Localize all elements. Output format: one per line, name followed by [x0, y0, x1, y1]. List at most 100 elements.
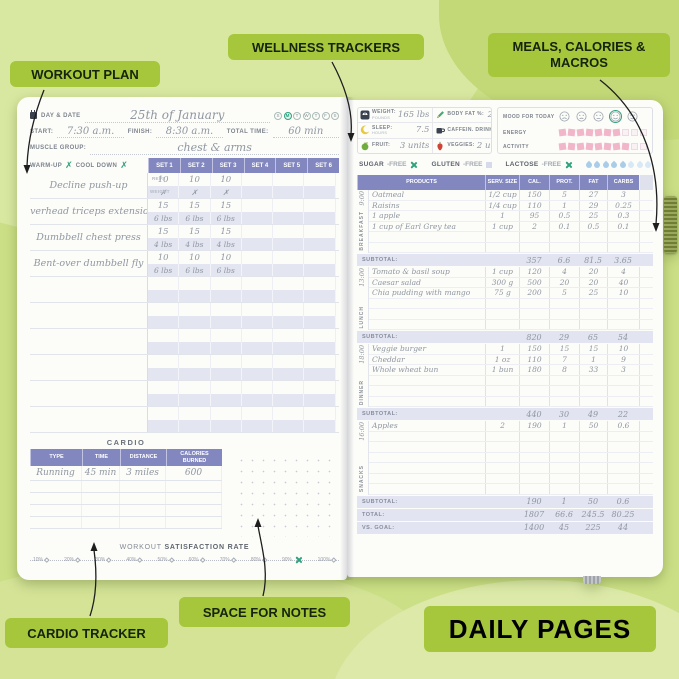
empty-row — [369, 232, 653, 243]
warmup-label: WARM-UP — [30, 162, 63, 169]
empty-row — [369, 298, 653, 309]
callout-cardio-tracker: CARDIO TRACKER — [5, 618, 168, 648]
energy-cell — [567, 128, 576, 137]
set-column-header: SET 4 — [243, 158, 276, 173]
water-drop-icon — [643, 160, 653, 169]
muscle-group-value: chest & arms — [90, 141, 339, 155]
badge-daily-pages: DAILY PAGES — [424, 606, 656, 652]
energy-cell — [576, 128, 585, 137]
wellness-box: MOOD FOR TODAY ENERGY — [497, 107, 653, 154]
activity-cell — [585, 142, 594, 151]
satisfaction-point: 100% — [318, 557, 337, 563]
diet-flags-row: SUGAR -FREE GLUTEN -FREE LACTOSE -FREE — [357, 158, 653, 171]
satisfaction-marker — [75, 557, 81, 563]
water-drop-icon — [635, 160, 644, 169]
day-circle: T — [312, 111, 320, 120]
food-row: Apples 2 190 1 50 0.6 — [369, 421, 653, 432]
diet-flag-mark — [409, 161, 417, 169]
wellness-trackers-row: WEIGHT:POUNDS 165 lbs BODY FAT %: 26% SL… — [357, 107, 653, 154]
moon-icon — [360, 126, 370, 135]
energy-cell — [612, 128, 621, 137]
water-drop-icon — [609, 160, 619, 169]
satisfaction-point: 60% — [189, 557, 205, 563]
empty-row — [369, 473, 653, 484]
empty-row — [30, 517, 222, 529]
diet-flag: SUGAR -FREE — [359, 161, 417, 169]
exercise-rows: REPS WEIGHT Decline push-up 10 10 10 ✗ ✗ ✗ — [30, 173, 339, 433]
weight-scale-icon — [360, 110, 370, 120]
total-time-value: 60 min — [272, 126, 339, 138]
stat-fruit: FRUIT: 3 units — [358, 138, 434, 153]
stat-sleep: SLEEP: HOURS 7.5 — [358, 123, 434, 139]
date-value: 25th of January — [84, 108, 270, 123]
empty-row — [30, 329, 339, 355]
col-products: PRODUCTS — [357, 175, 485, 190]
water-tracker — [584, 160, 653, 169]
stat-caffeine: CAFFEIN. DRINKS: 1 — [433, 123, 491, 139]
satisfaction-marker — [294, 556, 302, 564]
satisfaction-marker — [262, 557, 268, 563]
satisfaction-marker — [106, 557, 112, 563]
cardio-column-header: CALORIES BURNED — [166, 449, 222, 466]
diet-flag: LACTOSE -FREE — [506, 161, 573, 169]
empty-cardio-rows — [30, 481, 222, 529]
food-row: Raisins 1/4 cup 110 1 29 0.25 — [369, 200, 653, 211]
total-time-label: TOTAL TIME: — [226, 129, 269, 135]
empty-food-rows — [369, 232, 653, 253]
cooldown-check: ✗ — [120, 160, 128, 171]
meal-tab: 18:00 DINNER — [357, 344, 369, 407]
calendar-icon — [30, 110, 37, 119]
food-row: Oatmeal 1/2 cup 150 5 27 3 — [369, 190, 653, 201]
set-column-header: SET 2 — [179, 158, 212, 173]
veggies-value: 2 units — [476, 140, 491, 151]
meal-tab: 13:00 LUNCH — [357, 267, 369, 330]
start-value: 7:30 a.m. — [57, 126, 124, 138]
diet-flag-mark — [564, 161, 572, 169]
muscle-group-row: MUSCLE GROUP: chest & arms — [30, 140, 339, 156]
satisfaction-marker — [137, 557, 143, 563]
body-stats-box: WEIGHT:POUNDS 165 lbs BODY FAT %: 26% SL… — [357, 107, 492, 154]
satisfaction-point: 90% — [282, 556, 302, 564]
water-drop-icon — [601, 160, 610, 169]
pepper-icon — [437, 141, 443, 151]
energy-cell — [603, 128, 612, 137]
meal-tab: 9:00 BREAKFAST — [357, 190, 369, 253]
empty-row — [369, 452, 653, 463]
mood-row: MOOD FOR TODAY — [503, 111, 647, 122]
cardio-time: 45 min — [82, 466, 120, 480]
food-log-table: PRODUCTS SERV. SIZE CAL. PROT. FAT CARBS… — [357, 175, 653, 534]
empty-row — [369, 309, 653, 320]
callout-space-for-notes: SPACE FOR NOTES — [179, 597, 350, 627]
cardio-distance: 3 miles — [120, 466, 166, 480]
day-circle: F — [321, 111, 330, 120]
activity-cell — [612, 142, 621, 151]
pencil-icon — [437, 111, 445, 119]
reps-label: REPS — [152, 176, 166, 181]
right-page-nutrition: WEIGHT:POUNDS 165 lbs BODY FAT %: 26% SL… — [347, 100, 663, 577]
col-serv-size: SERV. SIZE — [485, 175, 519, 190]
exercise-row: Dumbbell chest press 15 15 15 4 lbs 4 lbs 4 … — [30, 225, 339, 251]
callout-workout-plan: WORKOUT PLAN — [10, 61, 160, 87]
energy-cell — [558, 128, 567, 137]
cardio-column-header: TIME — [82, 449, 120, 466]
satisfaction-marker — [168, 557, 174, 563]
empty-row — [369, 319, 653, 330]
subtotal-row-snacks: SUBTOTAL: 190 1 50 0.6 — [357, 495, 653, 508]
mood-face-3 — [593, 111, 604, 122]
elastic-band — [664, 196, 677, 253]
activity-cells — [558, 142, 647, 151]
stat-veggies: VEGGIES: 2 units — [433, 139, 491, 153]
meal-section-snacks: 16:00 SNACKS Apples 2 190 1 50 0.6 — [357, 421, 653, 495]
start-label: START: — [30, 129, 54, 135]
empty-row — [30, 505, 222, 517]
set-column-header: SET 3 — [211, 158, 244, 173]
cardio-table: TYPE TIME DISTANCE CALORIES BURNED Running … — [30, 449, 222, 529]
mood-face-2 — [576, 111, 587, 122]
day-circle: M — [283, 111, 292, 120]
empty-row — [30, 407, 339, 433]
time-row: START: 7:30 a.m. FINISH: 8:30 a.m. TOTAL… — [30, 124, 339, 140]
food-row: Veggie burger 1 150 15 15 10 — [369, 344, 653, 355]
cooldown-label: COOL DOWN — [75, 162, 118, 169]
